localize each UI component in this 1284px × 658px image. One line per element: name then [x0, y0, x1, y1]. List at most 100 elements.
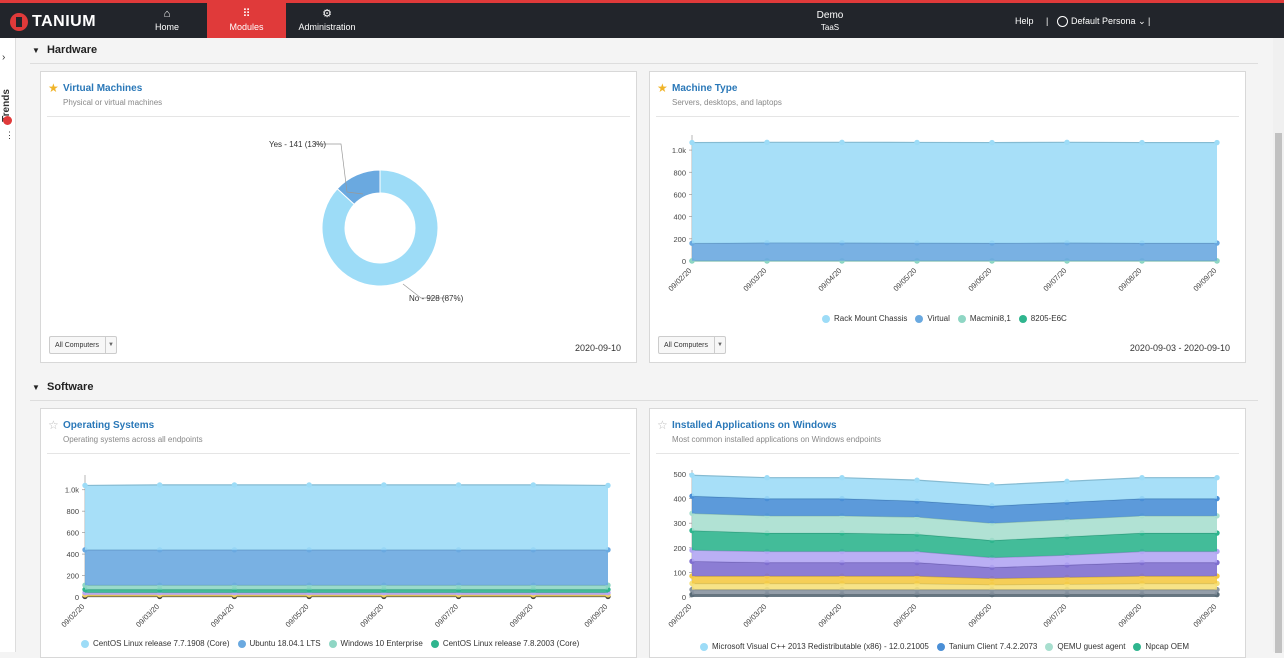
data-point[interactable]: [690, 140, 694, 144]
data-point[interactable]: [1215, 140, 1219, 144]
x-tick-label: 09/06/20: [358, 602, 385, 629]
legend-label: Ubuntu 18.04.1 LTS: [250, 639, 321, 648]
legend-item[interactable]: Macmini8,1: [958, 314, 1011, 323]
legend-swatch: [1133, 643, 1141, 651]
card-subtitle: Most common installed applications on Wi…: [672, 435, 881, 444]
data-point[interactable]: [606, 483, 610, 487]
data-point[interactable]: [1065, 479, 1069, 483]
area-series-4[interactable]: [85, 585, 608, 589]
legend-item[interactable]: CentOS Linux release 7.8.2003 (Core): [431, 639, 580, 648]
y-tick-label: 200: [673, 235, 686, 244]
x-tick-label: 09/06/20: [966, 602, 993, 629]
section-hardware[interactable]: ▼ Hardware: [32, 44, 97, 56]
card-operating-systems: ☆ Operating Systems Operating systems ac…: [40, 408, 637, 658]
y-tick-label: 400: [673, 495, 686, 504]
area-series-5[interactable]: [85, 550, 608, 585]
data-point[interactable]: [1140, 475, 1144, 479]
section-software[interactable]: ▼ Software: [32, 381, 93, 393]
section-divider: [30, 63, 1258, 64]
area-series-6[interactable]: [85, 485, 608, 550]
donut-chart: Yes - 141 (13%)No - 928 (87%): [41, 122, 638, 352]
legend-item[interactable]: 8205-E6C: [1019, 314, 1067, 323]
data-point[interactable]: [158, 483, 162, 487]
data-point[interactable]: [765, 475, 769, 479]
x-tick-label: 09/04/20: [209, 602, 236, 629]
data-point[interactable]: [232, 483, 236, 487]
legend-item[interactable]: Tanium Client 7.4.2.2073: [937, 642, 1038, 651]
legend-item[interactable]: Microsoft Visual C++ 2013 Redistributabl…: [700, 642, 929, 651]
legend-label: Microsoft Visual C++ 2013 Redistributabl…: [712, 642, 929, 651]
data-point[interactable]: [83, 483, 87, 487]
area-series-3[interactable]: [692, 142, 1217, 243]
scrollbar-thumb[interactable]: [1275, 133, 1282, 653]
data-point[interactable]: [531, 483, 535, 487]
nav-administration[interactable]: ⚙ Administration: [290, 3, 364, 38]
legend-item[interactable]: Ubuntu 18.04.1 LTS: [238, 639, 321, 648]
collapse-icon: ▼: [32, 46, 40, 55]
legend-label: Npcap OEM: [1145, 642, 1189, 651]
data-point[interactable]: [307, 483, 311, 487]
data-point[interactable]: [990, 483, 994, 487]
favorite-star-icon[interactable]: ★: [657, 81, 668, 95]
legend-item[interactable]: Windows 10 Enterprise: [329, 639, 423, 648]
card-subtitle: Servers, desktops, and laptops: [672, 98, 782, 107]
data-point[interactable]: [1065, 140, 1069, 144]
x-tick-label: 09/03/20: [134, 602, 161, 629]
x-tick-label: 09/03/20: [741, 602, 768, 629]
computer-group-dropdown[interactable]: All Computers ▼: [49, 336, 117, 354]
menu-separator-2: |: [1148, 16, 1150, 26]
y-tick-label: 200: [673, 544, 686, 553]
legend-item[interactable]: CentOS Linux release 7.7.1908 (Core): [81, 639, 230, 648]
legend-item[interactable]: Virtual: [915, 314, 950, 323]
data-point[interactable]: [915, 478, 919, 482]
legend-item[interactable]: Rack Mount Chassis: [822, 314, 907, 323]
computer-group-dropdown[interactable]: All Computers ▼: [658, 336, 726, 354]
data-point[interactable]: [382, 483, 386, 487]
card-title[interactable]: Virtual Machines: [63, 83, 142, 94]
legend-item[interactable]: QEMU guest agent: [1045, 642, 1125, 651]
help-link[interactable]: Help: [1015, 16, 1034, 26]
y-tick-label: 300: [673, 519, 686, 528]
y-tick-label: 500: [673, 470, 686, 479]
area-series-2[interactable]: [692, 243, 1217, 261]
favorite-star-icon[interactable]: ☆: [48, 418, 59, 432]
favorite-star-icon[interactable]: ★: [48, 81, 59, 95]
data-point[interactable]: [765, 140, 769, 144]
data-point[interactable]: [1140, 140, 1144, 144]
data-point[interactable]: [690, 473, 694, 477]
card-title[interactable]: Installed Applications on Windows: [672, 420, 837, 431]
area-series-1[interactable]: [692, 590, 1217, 595]
expand-sidebar-icon[interactable]: ›: [2, 52, 5, 63]
favorite-star-icon[interactable]: ☆: [657, 418, 668, 432]
x-tick-label: 09/09/20: [582, 602, 609, 629]
nav-home-label: Home: [138, 21, 196, 33]
trends-sidebar: › Trends ⋮: [0, 38, 16, 652]
y-tick-label: 0: [682, 257, 686, 266]
chevron-down-icon: ▼: [105, 337, 116, 353]
y-tick-label: 600: [66, 529, 79, 538]
data-point[interactable]: [840, 140, 844, 144]
legend-label: 8205-E6C: [1031, 314, 1067, 323]
data-point[interactable]: [915, 140, 919, 144]
tanium-logo[interactable]: TANIUM: [10, 12, 96, 32]
nav-modules[interactable]: ⠿ Modules: [207, 3, 286, 38]
card-divider: [656, 453, 1239, 454]
legend-item[interactable]: Npcap OEM: [1133, 642, 1189, 651]
data-point[interactable]: [840, 475, 844, 479]
y-tick-label: 0: [75, 593, 79, 602]
more-options-icon[interactable]: ⋮: [5, 133, 14, 137]
card-subtitle: Physical or virtual machines: [63, 98, 162, 107]
x-tick-label: 09/09/20: [1191, 266, 1218, 293]
card-title[interactable]: Operating Systems: [63, 420, 154, 431]
chart-date-range: 2020-09-03 - 2020-09-10: [1130, 343, 1230, 353]
data-point[interactable]: [1215, 475, 1219, 479]
persona-selector[interactable]: Default Persona ⌄: [1057, 16, 1146, 27]
card-divider: [47, 453, 630, 454]
nav-home[interactable]: ⌂ Home: [138, 3, 196, 38]
data-point[interactable]: [990, 140, 994, 144]
x-tick-label: 09/08/20: [1116, 266, 1143, 293]
x-tick-label: 09/08/20: [508, 602, 535, 629]
data-point[interactable]: [456, 483, 460, 487]
page-scrollbar[interactable]: [1273, 38, 1284, 652]
card-title[interactable]: Machine Type: [672, 83, 737, 94]
